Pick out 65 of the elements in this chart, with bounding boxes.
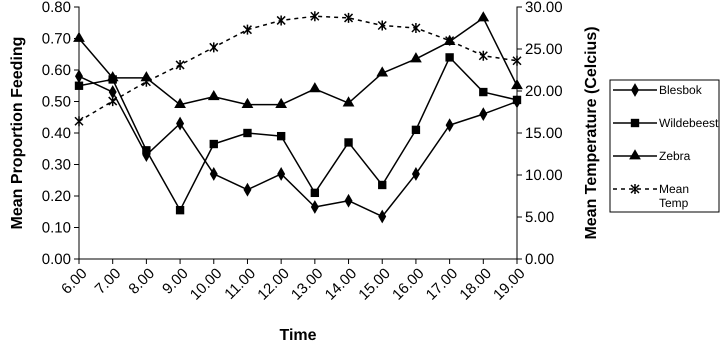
- y2-axis-title: Mean Temperature (Celcius): [583, 26, 600, 240]
- point: [410, 52, 422, 62]
- y-tick-label: 0.00: [42, 250, 71, 268]
- point: [243, 128, 252, 138]
- point: [512, 55, 522, 67]
- point: [511, 78, 523, 90]
- point: [74, 115, 84, 127]
- legend-label: Mean Temp: [659, 182, 690, 210]
- y2-tick-label: 20.00: [525, 82, 563, 100]
- point: [210, 140, 218, 148]
- y-tick-label: 0.60: [42, 62, 71, 79]
- point: [74, 82, 84, 90]
- point: [478, 50, 488, 62]
- point: [174, 98, 186, 108]
- point: [242, 98, 254, 108]
- y2-tick-label: 10.00: [525, 166, 563, 184]
- point: [142, 76, 152, 88]
- x-tick-label: 9.00: [159, 265, 192, 298]
- point: [276, 132, 286, 140]
- legend-label: Wildebeest: [659, 116, 720, 130]
- x-tick-label: 6.00: [58, 265, 91, 298]
- point: [378, 180, 386, 190]
- point: [209, 42, 219, 54]
- point: [275, 98, 288, 108]
- legend-label: Zebra: [659, 149, 691, 163]
- y2-tick-label: 25.00: [525, 40, 563, 58]
- y2-tick-label: 15.00: [525, 124, 563, 142]
- legend-label: Blesbok: [659, 83, 703, 97]
- y-tick-label: 0.20: [42, 188, 71, 205]
- point: [445, 53, 454, 62]
- y-tick-label: 0.30: [42, 156, 71, 174]
- x-tick-label: 7.00: [92, 265, 124, 298]
- point: [310, 188, 320, 198]
- point: [477, 11, 490, 22]
- y-tick-label: 0.80: [42, 0, 71, 16]
- y-tick-label: 0.70: [42, 30, 71, 48]
- point: [175, 59, 185, 71]
- point: [342, 96, 354, 106]
- point: [411, 22, 421, 34]
- point: [142, 146, 151, 155]
- x-tick-label: 8.00: [125, 265, 158, 298]
- point: [276, 14, 286, 26]
- point: [73, 32, 85, 42]
- point: [176, 206, 184, 214]
- point: [310, 10, 320, 22]
- point: [242, 24, 252, 36]
- point: [344, 12, 354, 24]
- point: [108, 95, 118, 107]
- point: [377, 20, 387, 32]
- point: [344, 138, 353, 147]
- point: [479, 88, 488, 96]
- y2-tick-label: 5.00: [525, 208, 554, 226]
- y-axis-title: Mean Proportion Feeding: [9, 36, 26, 230]
- point: [208, 90, 220, 100]
- point: [376, 66, 388, 77]
- x-axis-title: Time: [279, 327, 317, 344]
- y-tick-label: 0.10: [42, 219, 71, 236]
- y2-tick-label: 30.00: [525, 0, 563, 16]
- point: [512, 96, 522, 104]
- point: [106, 71, 119, 82]
- y-tick-label: 0.40: [42, 124, 71, 142]
- point: [308, 82, 321, 92]
- y2-tick-label: 0.00: [525, 250, 554, 268]
- y-tick-label: 0.50: [42, 93, 71, 110]
- point: [412, 126, 420, 134]
